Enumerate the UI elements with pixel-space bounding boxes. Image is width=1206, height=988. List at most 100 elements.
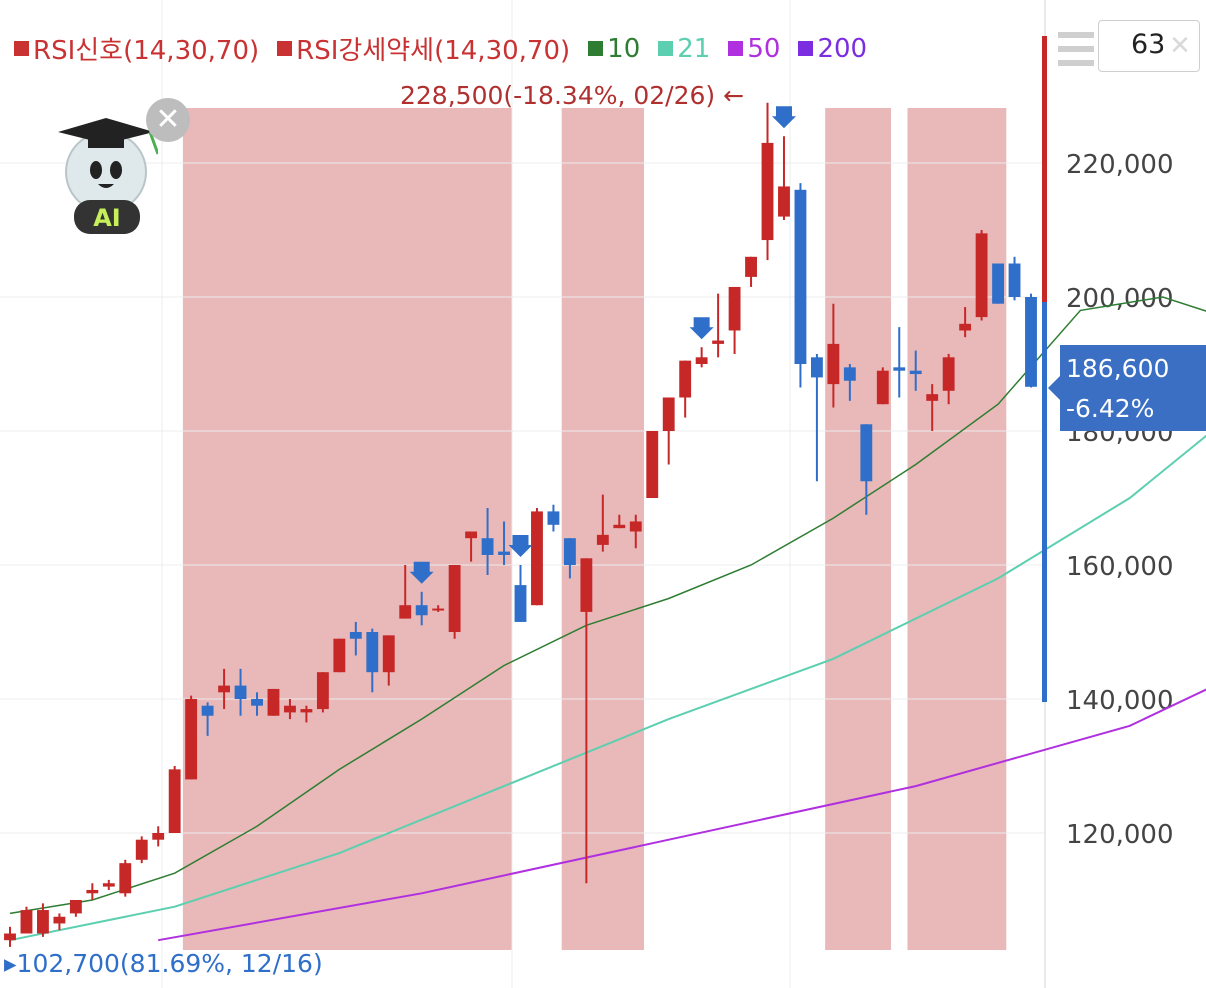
close-icon[interactable]: ✕: [1169, 31, 1191, 61]
candle-body: [942, 357, 955, 391]
legend-label: 10: [607, 33, 641, 64]
candle-body: [135, 839, 148, 860]
rsi-zone: [907, 108, 1007, 950]
ma50-line: [158, 688, 1206, 942]
candle-body: [778, 186, 790, 217]
candle-body: [382, 635, 395, 673]
legend-swatch: [798, 41, 814, 56]
ma21-line: [9, 434, 1206, 942]
min-annotation: ▸102,700(81.69%, 12/16): [4, 949, 323, 978]
candle-body: [959, 323, 972, 331]
candle-body: [37, 910, 49, 934]
candle-body: [366, 632, 379, 673]
y-tick-label: 220,000: [1066, 150, 1174, 180]
candle-body: [712, 340, 725, 344]
legend-swatch: [14, 41, 29, 56]
rsi-zone: [182, 108, 513, 950]
candle-body: [843, 367, 856, 381]
period-count-box[interactable]: 63 ✕: [1098, 20, 1200, 72]
candle-body: [992, 263, 1004, 304]
legend-label: 200: [817, 33, 868, 64]
candle-body: [695, 357, 708, 364]
candle-body: [745, 256, 757, 277]
ai-assistant-icon[interactable]: AI: [58, 110, 158, 234]
candle-body: [662, 397, 675, 431]
legend-label: 50: [747, 33, 781, 64]
sell-signal-arrow: [771, 106, 796, 129]
legend-swatch: [728, 41, 744, 56]
candle-body: [629, 521, 642, 532]
candle-body: [514, 585, 527, 622]
candle-body: [218, 685, 231, 693]
candle-body: [251, 699, 263, 706]
y-tick-label: 200,000: [1066, 284, 1174, 314]
legend-item[interactable]: 50: [728, 30, 780, 67]
sell-signal-arrow: [508, 535, 533, 557]
candle-body: [300, 709, 313, 713]
legend-swatch: [588, 41, 604, 56]
close-icon[interactable]: ✕: [146, 98, 190, 142]
chart-legend: RSI신호(14,30,70) RSI강세약세(14,30,70) 10 21 50 20…: [14, 30, 867, 67]
candle-body: [876, 370, 889, 405]
candle-body: [827, 343, 840, 385]
candle-body: [448, 565, 461, 632]
max-annotation: 228,500(-18.34%, 02/26) ←: [400, 81, 744, 110]
candle-body: [119, 863, 132, 894]
candle-body: [794, 189, 807, 364]
sell-signal-arrow: [689, 317, 714, 340]
range-bar-down: [1042, 302, 1047, 702]
legend-label: RSI신호(14,30,70): [33, 36, 260, 66]
candle-body: [415, 605, 428, 616]
candle-body: [53, 916, 66, 924]
candle-body: [531, 511, 543, 606]
legend-swatch: [658, 41, 674, 56]
candle-body: [926, 394, 939, 401]
candle-body: [234, 685, 247, 699]
candle-body: [679, 360, 692, 398]
candle-body: [432, 608, 445, 611]
candle-body: [580, 558, 593, 612]
candle-body: [102, 883, 115, 887]
candle-body: [646, 431, 659, 498]
y-tick-label: 160,000: [1066, 552, 1174, 582]
legend-swatch: [277, 41, 293, 56]
candle-body: [267, 688, 280, 716]
hamburger-icon[interactable]: [1058, 32, 1094, 68]
candle-body: [810, 357, 823, 378]
rsi-zone: [825, 108, 892, 950]
period-count: 63: [1131, 29, 1166, 60]
candle-body: [909, 370, 922, 375]
legend-item[interactable]: 200: [798, 30, 867, 67]
candle-body: [728, 286, 741, 331]
candle-body: [20, 910, 33, 934]
candle-body: [975, 233, 988, 318]
current-price-tag: 186,600 -6.42%: [1048, 345, 1206, 431]
legend-item[interactable]: RSI강세약세(14,30,70): [277, 30, 570, 67]
ma10-line: [9, 296, 1206, 915]
current-change: -6.42%: [1066, 394, 1155, 423]
ai-label: AI: [93, 204, 121, 232]
candle-body: [316, 672, 329, 710]
candle-body: [333, 638, 346, 673]
candle-body: [481, 538, 494, 555]
current-price: 186,600: [1066, 354, 1170, 383]
candle-body: [1025, 297, 1037, 387]
legend-label: 21: [677, 33, 711, 64]
legend-item[interactable]: RSI신호(14,30,70): [14, 30, 259, 67]
candle-body: [860, 424, 873, 482]
legend-item[interactable]: 21: [658, 30, 710, 67]
candle-body: [613, 524, 626, 529]
sell-signal-arrow: [409, 561, 434, 584]
candle-body: [465, 531, 478, 539]
candle-body: [4, 933, 16, 941]
candle-body: [185, 699, 198, 780]
range-bar-up: [1042, 36, 1047, 302]
candle-body: [563, 538, 576, 565]
candle-body: [1008, 263, 1021, 297]
candle-body: [69, 900, 82, 914]
candle-body: [201, 705, 214, 716]
legend-item[interactable]: 10: [588, 30, 640, 67]
candle-body: [284, 705, 296, 713]
y-tick-label: 120,000: [1066, 820, 1174, 850]
